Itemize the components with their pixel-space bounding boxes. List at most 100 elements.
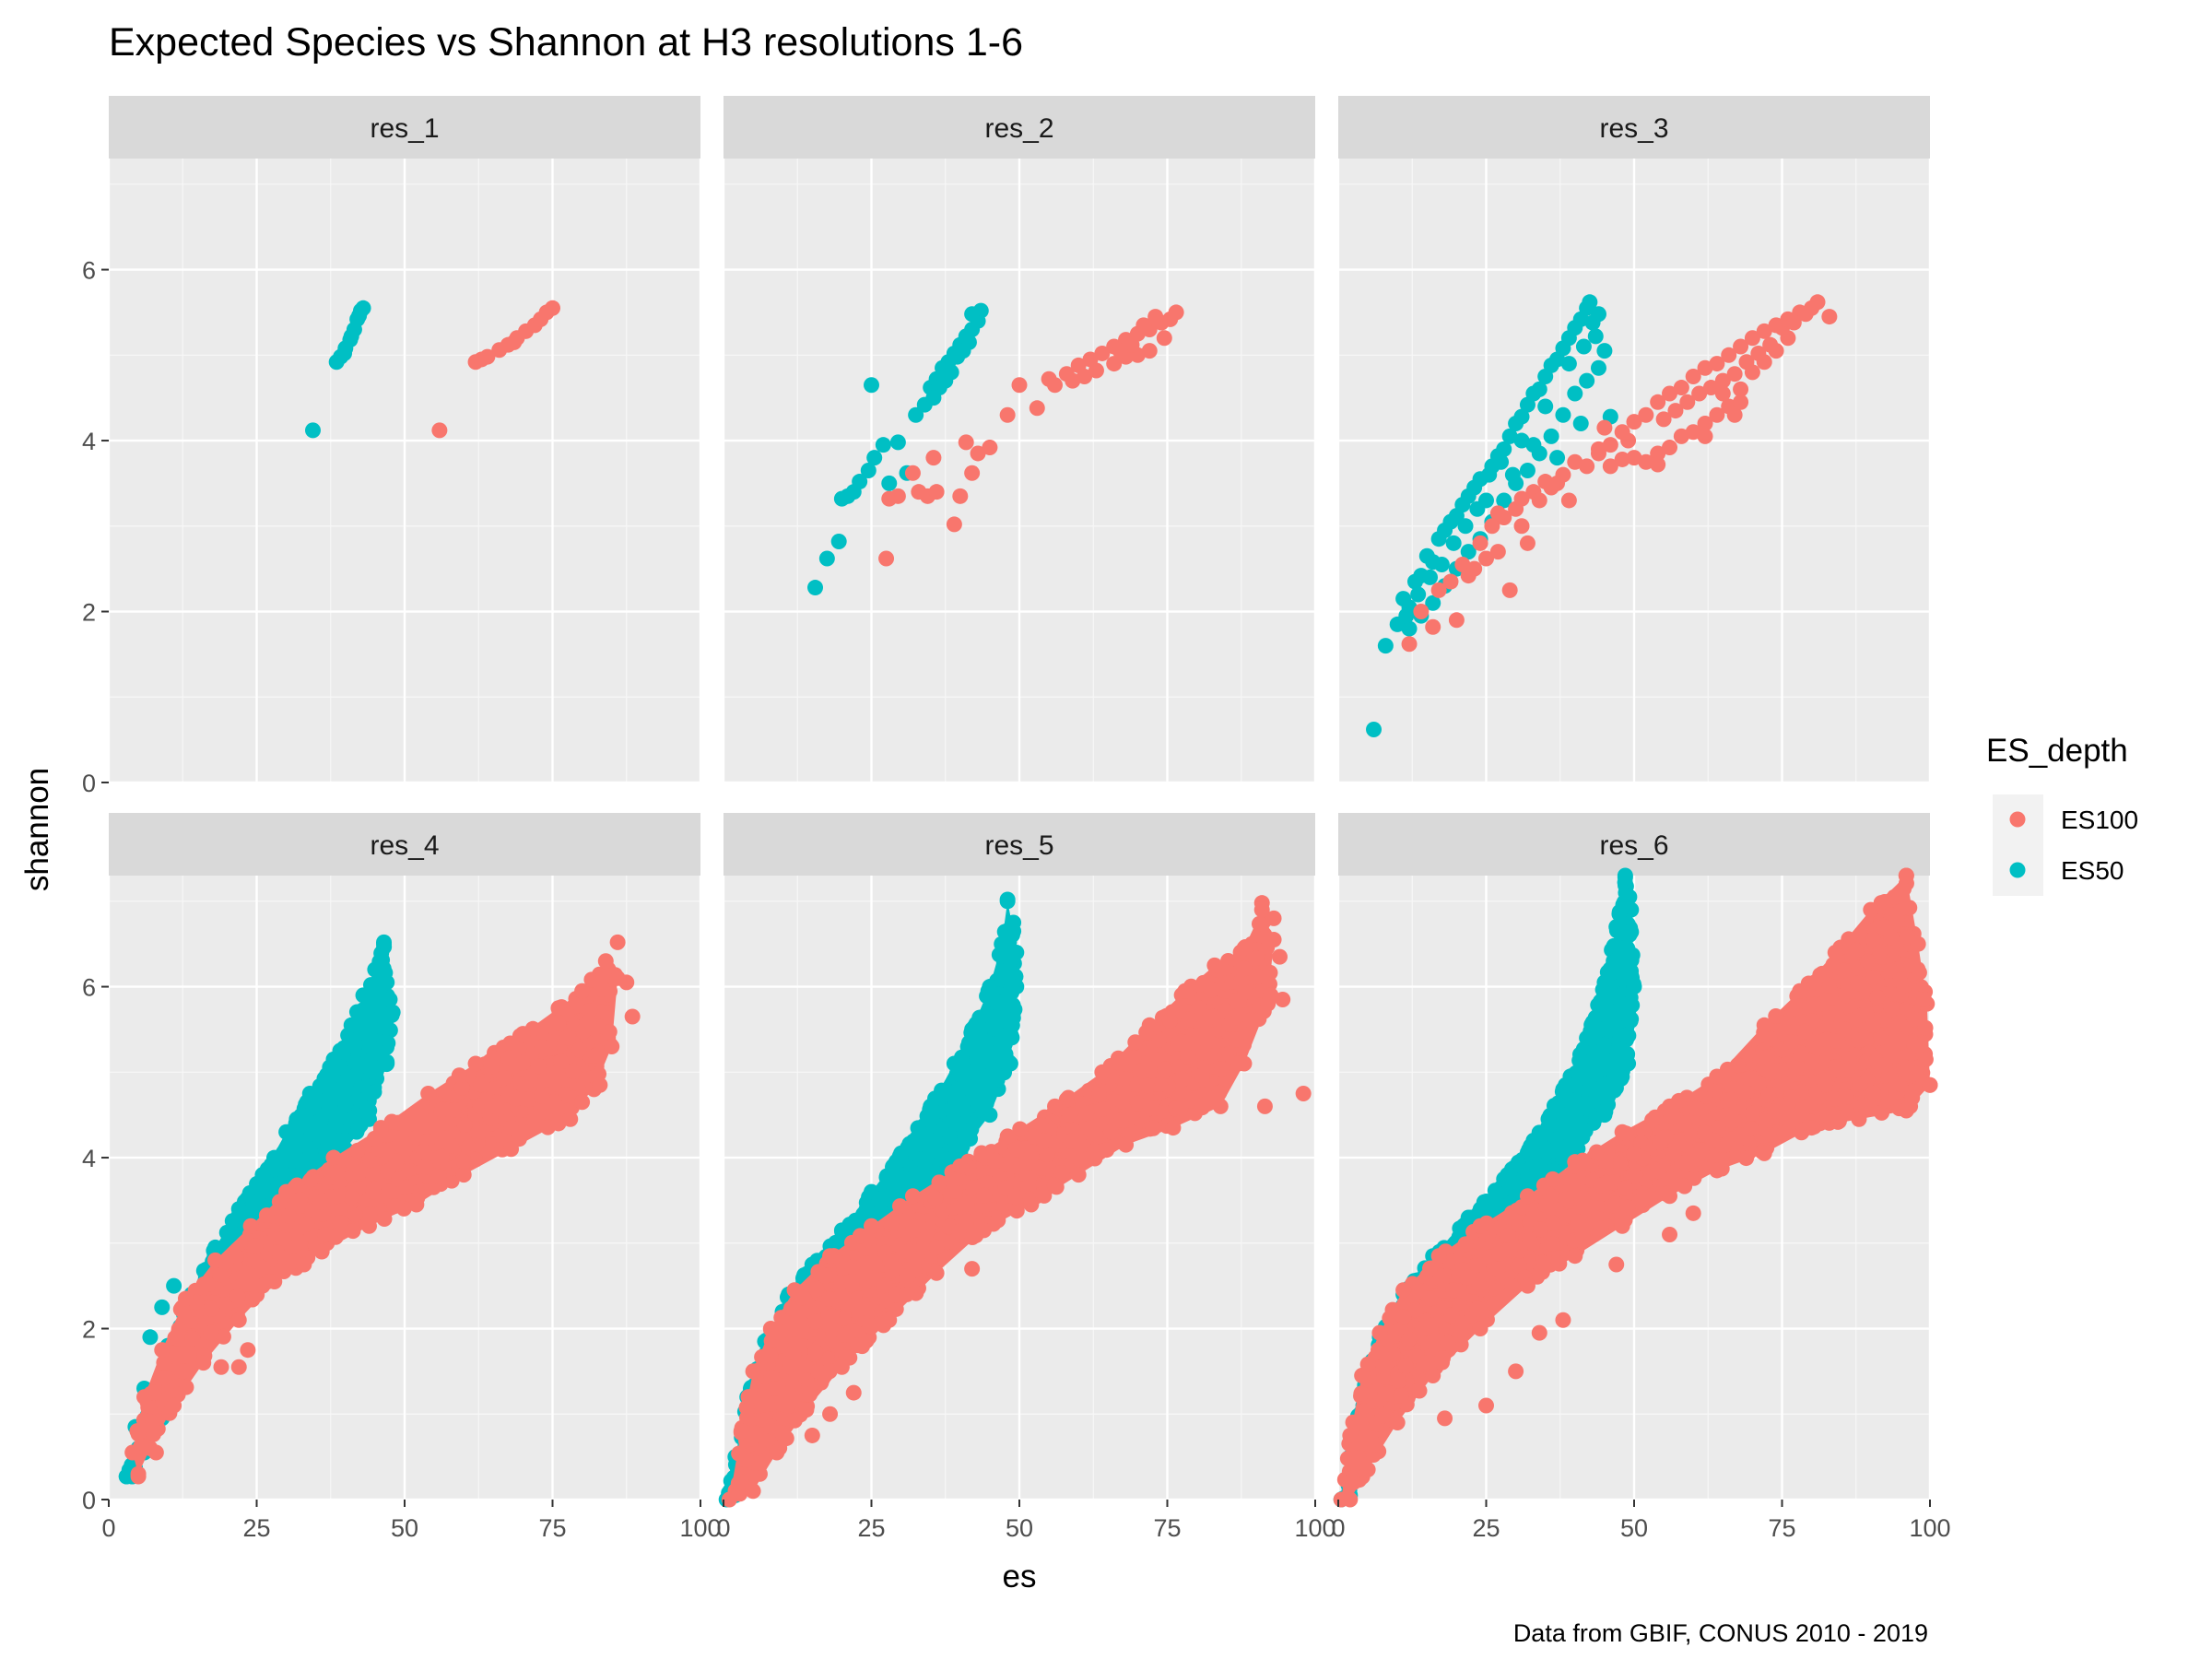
data-point — [296, 1256, 312, 1273]
data-point — [1830, 1033, 1846, 1050]
facet-panel: res_5 0 25 50 75 100 — [716, 813, 1336, 1542]
data-point — [266, 1274, 283, 1290]
data-point — [1382, 1310, 1398, 1326]
data-point — [473, 351, 489, 368]
data-point — [230, 1312, 247, 1328]
data-point — [971, 1037, 987, 1053]
data-point — [368, 997, 384, 1014]
chart-title: Expected Species vs Shannon at H3 resolu… — [109, 20, 1023, 65]
data-point — [1478, 550, 1494, 567]
data-point — [1007, 1189, 1024, 1206]
data-point — [1253, 927, 1269, 944]
data-point — [1679, 394, 1696, 410]
data-point — [1029, 400, 1045, 417]
data-point — [574, 1094, 591, 1111]
data-point — [987, 1153, 1004, 1170]
data-point — [1852, 1076, 1868, 1092]
data-point — [1342, 1491, 1359, 1508]
data-point — [595, 968, 612, 984]
data-point — [852, 1228, 868, 1244]
data-point — [964, 1021, 981, 1038]
data-point — [971, 1009, 988, 1026]
data-point — [1619, 1199, 1636, 1216]
data-point — [609, 934, 626, 950]
data-point — [1898, 867, 1914, 884]
data-point — [1552, 1138, 1569, 1155]
data-point — [1031, 1159, 1048, 1176]
data-point — [810, 1363, 827, 1380]
data-point — [1422, 569, 1439, 585]
data-point — [1702, 380, 1719, 396]
data-point — [1142, 1100, 1159, 1116]
series-es50 — [807, 302, 989, 596]
data-point — [1677, 1154, 1693, 1171]
caption: Data from GBIF, CONUS 2010 - 2019 — [1513, 1619, 1928, 1647]
data-point — [721, 1491, 737, 1508]
data-point — [1793, 1045, 1809, 1062]
data-point — [1410, 586, 1427, 603]
data-point — [1904, 1089, 1921, 1106]
data-point — [156, 1370, 172, 1386]
data-point — [802, 1386, 818, 1403]
data-point — [1263, 987, 1279, 1004]
data-point — [982, 1107, 998, 1124]
data-point — [1830, 1113, 1847, 1130]
data-point — [1262, 964, 1278, 981]
data-point — [745, 1483, 761, 1500]
x-tick-label: 75 — [1153, 1514, 1181, 1542]
data-point — [1354, 1368, 1371, 1384]
data-point — [1714, 372, 1731, 389]
data-point — [881, 475, 898, 491]
data-point — [925, 450, 942, 466]
data-point — [363, 1085, 380, 1101]
data-point — [1513, 408, 1530, 425]
data-point — [1496, 492, 1512, 509]
data-point — [769, 1444, 785, 1461]
data-point — [413, 1108, 429, 1124]
data-point — [258, 1207, 275, 1224]
data-point — [864, 1183, 879, 1200]
data-point — [1744, 330, 1760, 347]
data-point — [224, 1213, 241, 1230]
data-point — [1792, 982, 1808, 999]
data-point — [1551, 1255, 1568, 1272]
data-point — [1539, 1143, 1556, 1159]
data-point — [145, 1426, 161, 1442]
data-point — [1053, 1165, 1070, 1182]
data-point — [1587, 328, 1604, 345]
data-point — [1898, 1102, 1914, 1119]
data-point — [594, 982, 610, 998]
data-point — [268, 1162, 285, 1179]
data-point — [281, 1139, 298, 1156]
data-point — [1002, 1055, 1018, 1072]
data-point — [889, 434, 906, 451]
x-tick-label: 50 — [391, 1514, 418, 1542]
data-point — [931, 1174, 947, 1191]
data-point — [1112, 1112, 1129, 1128]
data-point — [1130, 1095, 1147, 1112]
data-point — [1638, 453, 1654, 470]
data-point — [1638, 406, 1654, 423]
data-point — [398, 1179, 415, 1195]
data-point — [1578, 1100, 1594, 1116]
data-point — [1807, 974, 1824, 991]
data-point — [1062, 1107, 1078, 1124]
data-point — [360, 1111, 377, 1127]
data-point — [420, 1085, 437, 1101]
data-point — [379, 974, 395, 991]
data-point — [1102, 1124, 1119, 1140]
data-point — [1886, 888, 1902, 905]
data-point — [445, 1101, 462, 1118]
data-point — [204, 1300, 220, 1317]
facet-strip — [1338, 813, 1930, 876]
data-point — [1112, 343, 1128, 359]
data-point — [166, 1397, 182, 1414]
gridlines — [722, 159, 1317, 784]
data-point — [1724, 1102, 1740, 1119]
data-point — [1203, 982, 1219, 998]
data-point — [1593, 1220, 1609, 1237]
data-point — [1147, 309, 1164, 325]
data-point — [733, 1423, 749, 1440]
data-point — [343, 1017, 359, 1033]
data-point — [455, 1167, 472, 1183]
